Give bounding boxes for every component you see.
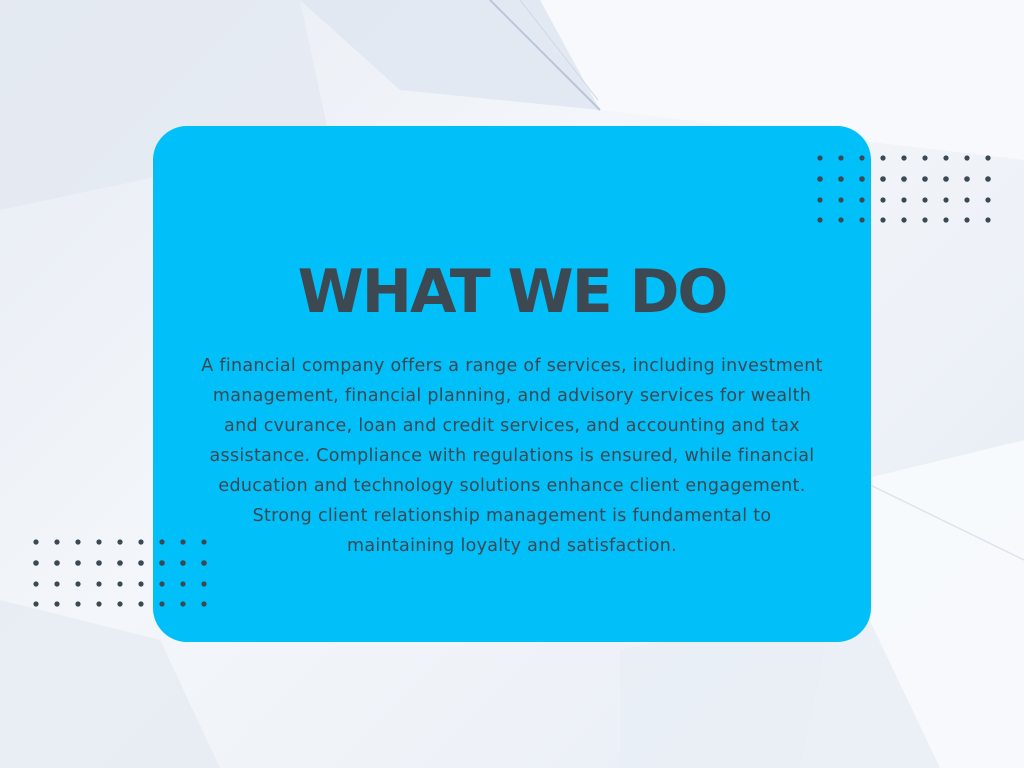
slide-body-text: A financial company offers a range of se… (201, 356, 823, 556)
slide-title: WHAT WE DO (297, 257, 729, 327)
dot-pattern-bottom-left (33, 539, 207, 607)
dot-pattern-top-right (817, 155, 991, 223)
content-card (153, 126, 871, 642)
